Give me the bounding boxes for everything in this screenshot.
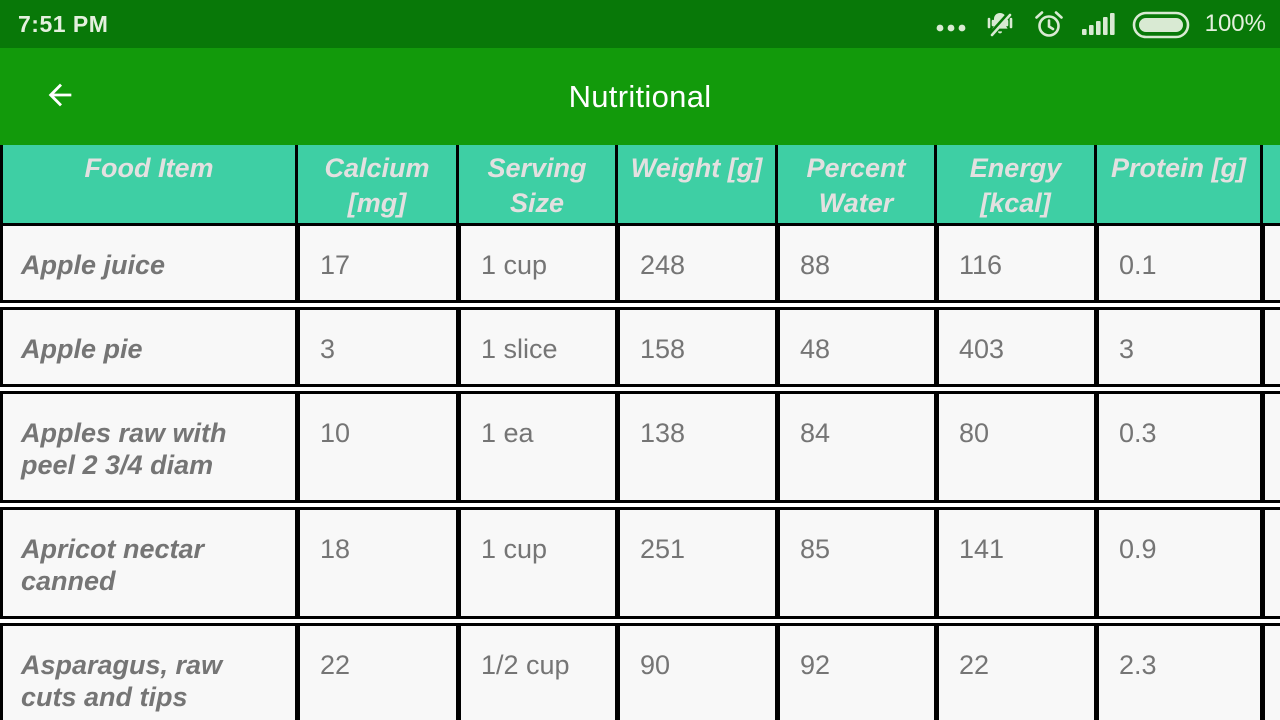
cell-food-name: Apricot nectar canned <box>0 507 298 619</box>
battery-percent-label: 100% <box>1204 10 1266 37</box>
cell-percent-water: 84 <box>777 391 937 503</box>
cell-clipped <box>1262 223 1280 303</box>
cell-clipped <box>1262 307 1280 387</box>
cell-energy: 22 <box>936 623 1097 720</box>
cell-protein: 0.3 <box>1096 391 1263 503</box>
table-row[interactable]: Apples raw with peel 2 3/4 diam 10 1 ea … <box>0 391 1280 503</box>
cell-calcium: 18 <box>297 507 459 619</box>
cell-weight: 90 <box>617 623 778 720</box>
column-header-percent-water: Percent Water <box>778 145 937 223</box>
cell-energy: 80 <box>936 391 1097 503</box>
cell-food-name: Apple pie <box>0 307 298 387</box>
page-title: Nutritional <box>568 78 712 114</box>
back-button[interactable] <box>40 77 80 117</box>
status-icons: 100% <box>934 8 1266 40</box>
cell-food-name: Asparagus, raw cuts and tips <box>0 623 298 720</box>
cell-clipped <box>1262 507 1280 619</box>
cell-percent-water: 48 <box>777 307 937 387</box>
cell-percent-water: 88 <box>777 223 937 303</box>
column-header-energy: Energy [kcal] <box>937 145 1097 223</box>
cell-weight: 251 <box>617 507 778 619</box>
column-header-serving-size: Serving Size <box>459 145 618 223</box>
cell-protein: 0.9 <box>1096 507 1263 619</box>
table-row[interactable]: Apple juice 17 1 cup 248 88 116 0.1 <box>0 223 1280 303</box>
status-bar: 7:51 PM <box>0 0 1280 48</box>
cell-protein: 0.1 <box>1096 223 1263 303</box>
table-row[interactable]: Asparagus, raw cuts and tips 22 1/2 cup … <box>0 623 1280 720</box>
cell-serving-size: 1/2 cup <box>458 623 618 720</box>
table-row[interactable]: Apricot nectar canned 18 1 cup 251 85 14… <box>0 507 1280 619</box>
cell-weight: 138 <box>617 391 778 503</box>
cell-food-name: Apple juice <box>0 223 298 303</box>
vibrate-muted-icon <box>983 8 1017 40</box>
cell-serving-size: 1 cup <box>458 507 618 619</box>
cell-weight: 158 <box>617 307 778 387</box>
cell-protein: 3 <box>1096 307 1263 387</box>
table-row[interactable]: Apple pie 3 1 slice 158 48 403 3 <box>0 307 1280 387</box>
cell-percent-water: 92 <box>777 623 937 720</box>
column-header-clipped <box>1263 145 1280 223</box>
column-header-protein: Protein [g] <box>1097 145 1263 223</box>
signal-strength-icon <box>1081 9 1117 39</box>
overflow-dots-icon <box>934 9 968 39</box>
cell-energy: 403 <box>936 307 1097 387</box>
cell-percent-water: 85 <box>777 507 937 619</box>
cell-energy: 141 <box>936 507 1097 619</box>
cell-serving-size: 1 ea <box>458 391 618 503</box>
column-header-weight: Weight [g] <box>618 145 778 223</box>
cell-calcium: 10 <box>297 391 459 503</box>
cell-serving-size: 1 slice <box>458 307 618 387</box>
cell-food-name: Apples raw with peel 2 3/4 diam <box>0 391 298 503</box>
column-header-food-item: Food Item <box>0 145 298 223</box>
battery-icon <box>1132 9 1190 39</box>
cell-energy: 116 <box>936 223 1097 303</box>
cell-protein: 2.3 <box>1096 623 1263 720</box>
arrow-left-icon <box>43 78 77 115</box>
cell-serving-size: 1 cup <box>458 223 618 303</box>
cell-calcium: 22 <box>297 623 459 720</box>
cell-clipped <box>1262 391 1280 503</box>
cell-calcium: 3 <box>297 307 459 387</box>
alarm-clock-icon <box>1032 8 1066 40</box>
nutrition-table[interactable]: Food Item Calcium [mg] Serving Size Weig… <box>0 145 1280 720</box>
cell-clipped <box>1262 623 1280 720</box>
table-header-row: Food Item Calcium [mg] Serving Size Weig… <box>0 145 1280 223</box>
cell-calcium: 17 <box>297 223 459 303</box>
cell-weight: 248 <box>617 223 778 303</box>
clock-time: 7:51 PM <box>18 10 109 37</box>
column-header-calcium: Calcium [mg] <box>298 145 459 223</box>
app-bar: Nutritional <box>0 48 1280 145</box>
